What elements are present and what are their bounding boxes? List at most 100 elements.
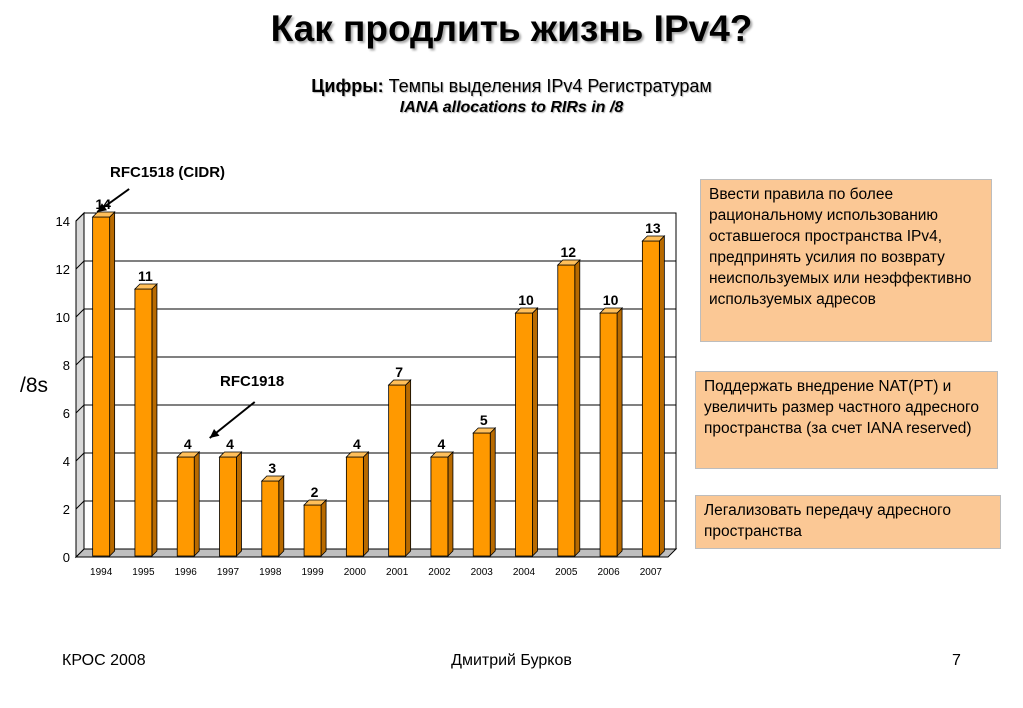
footer-event: КРОС 2008 (62, 652, 146, 669)
bar-side (616, 307, 623, 557)
bar-value-label: 13 (645, 220, 661, 236)
chart-annotations: RFC1518 (CIDR) RFC1918 (96, 164, 284, 439)
bar-value-label: 2 (311, 484, 319, 500)
slide-subtitle: Цифры: Темпы выделения IPv4 Регистратура… (0, 76, 1023, 97)
bar (599, 312, 618, 557)
x-tick-label: 1995 (132, 567, 155, 578)
bar (430, 456, 449, 557)
bar-value-label: 12 (560, 244, 576, 260)
gridline-side (75, 452, 85, 462)
bar (303, 504, 322, 557)
bar-side (658, 235, 665, 557)
bar-value-label: 4 (353, 436, 361, 452)
gridline-side (75, 308, 85, 318)
bar-value-label: 4 (184, 436, 192, 452)
bar-side (574, 259, 581, 557)
gridline-side (75, 500, 85, 510)
x-tick-label: 2004 (513, 567, 536, 578)
bar-top (556, 259, 581, 266)
plot-back-wall (83, 212, 677, 550)
bar (388, 384, 407, 557)
bar-top (91, 211, 116, 218)
gridline-side (75, 404, 85, 414)
y-tick-label: 0 (63, 550, 70, 565)
note-box-transfer: Легализовать передачу адресного простран… (695, 495, 1001, 549)
x-tick-label: 1999 (301, 567, 324, 578)
bar (472, 432, 491, 557)
annotation-label: RFC1918 (220, 373, 284, 390)
bar (134, 288, 153, 557)
annotation-arrow-line (209, 401, 256, 439)
subtitle-bold: Цифры: (311, 76, 384, 96)
bar (641, 240, 660, 557)
gridline-side (75, 356, 85, 366)
bar-side (320, 499, 327, 557)
bar-value-label: 4 (226, 436, 234, 452)
bar-top (599, 307, 624, 314)
y-tick-label: 10 (56, 310, 70, 325)
bar-top (345, 451, 370, 458)
bar (557, 264, 576, 557)
bar-top (176, 451, 201, 458)
chart-labels: 0 2 4 6 8 10 12 14/8s 14 1994 11 1995 4 1996 4 1997 3 199… (20, 196, 662, 578)
bar-top (303, 499, 328, 506)
y-tick-label: 4 (63, 454, 70, 469)
annotation-arrow-head (97, 203, 107, 212)
y-tick-label: 12 (56, 262, 70, 277)
bar-side (193, 451, 200, 557)
x-tick-label: 2006 (597, 567, 620, 578)
x-tick-label: 2007 (640, 567, 663, 578)
chart-bars (91, 211, 666, 557)
bar-value-label: 4 (438, 436, 446, 452)
subtitle-text: Темпы выделения IPv4 Регистратурам (383, 76, 712, 96)
footer-author: Дмитрий Бурков (451, 652, 572, 669)
x-tick-label: 1998 (259, 567, 282, 578)
bar-top (387, 379, 412, 386)
y-tick-label: 2 (63, 502, 70, 517)
bar-top (429, 451, 454, 458)
x-tick-label: 2000 (344, 567, 367, 578)
x-tick-label: 2003 (471, 567, 494, 578)
bar (92, 216, 111, 557)
x-tick-label: 2005 (555, 567, 578, 578)
bar (261, 480, 280, 557)
bar-side (362, 451, 369, 557)
bar-top (260, 475, 285, 482)
y-tick-label: 8 (63, 358, 70, 373)
bar-value-label: 5 (480, 412, 488, 428)
slide-title: Как продлить жизнь IPv4? (270, 8, 753, 49)
x-tick-label: 2001 (386, 567, 409, 578)
x-tick-label: 1994 (90, 567, 113, 578)
note-box-nat: Поддержать внедрение NAT(PT) и увеличить… (695, 371, 998, 469)
y-tick-label: 6 (63, 406, 70, 421)
bar-side (405, 379, 412, 557)
bar-side (532, 307, 538, 557)
bar-top (133, 283, 158, 290)
bar-side (151, 283, 158, 557)
bar (219, 456, 237, 557)
bar (515, 312, 533, 557)
slide-subtitle-english: IANA allocations to RIRs in /8 (399, 99, 624, 116)
gridline-side (75, 212, 85, 222)
bar-value-label: 14 (95, 196, 111, 212)
bar-value-label: 10 (603, 292, 619, 308)
bar-top (472, 427, 497, 434)
bar-side (109, 211, 116, 557)
annotation-arrow-head (209, 428, 220, 438)
bar-side (278, 475, 285, 557)
footer-page-number: 7 (952, 652, 961, 669)
bar (345, 456, 364, 557)
note-box-rules: Ввести правила по более рациональному ис… (700, 179, 992, 342)
bar-top (641, 235, 666, 242)
bar-value-label: 3 (268, 460, 276, 476)
bar-value-label: 10 (518, 292, 534, 308)
y-tick-label: 14 (56, 214, 70, 229)
bar-top (514, 307, 539, 314)
bar-top (218, 451, 243, 458)
bar-value-label: 7 (395, 364, 403, 380)
x-tick-label: 1996 (175, 567, 198, 578)
chart-grid (74, 211, 678, 559)
plot-floor (74, 548, 678, 558)
bar-side (236, 451, 242, 557)
